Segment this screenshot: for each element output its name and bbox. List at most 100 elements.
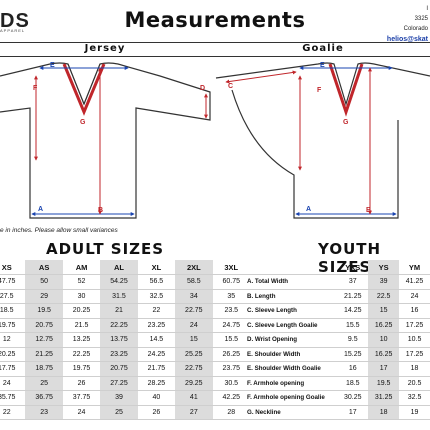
table-row: 12 12.75 13.25 13.75 14.5 15 15.5 (0, 332, 250, 348)
label-e-goalie: E (320, 62, 325, 69)
adult-cell: 39 (100, 390, 138, 406)
youth-cell: 19.5 (368, 376, 400, 391)
youth-cell: 17.25 (399, 347, 430, 362)
adult-cell: 21.5 (62, 318, 101, 333)
page-title: Measurements (124, 8, 306, 32)
youth-cell: 14.25 (337, 303, 369, 319)
table-row: A. Total Width 37 39 41.25 (246, 274, 430, 290)
label-d: D (200, 85, 205, 92)
adult-cell: 21.75 (137, 361, 176, 377)
adult-cell: 23.75 (212, 361, 250, 377)
adult-cell: 34 (175, 289, 213, 304)
youth-cell: 17 (337, 405, 369, 420)
adult-cell: 18.75 (25, 361, 63, 377)
adult-cell: 15 (175, 332, 213, 348)
table-row: E. Shoulder Width 15.25 16.25 17.25 (246, 347, 430, 362)
adult-cell: 27.5 (0, 289, 26, 304)
adult-cell: 21 (100, 303, 138, 319)
adult-cell: 30 (62, 289, 101, 304)
divider (0, 56, 430, 57)
adult-cell: 14.5 (137, 332, 176, 348)
adult-header-cell: AM (62, 260, 101, 275)
adult-header-cell: 2XL (175, 260, 213, 275)
youth-cell: 9.5 (337, 332, 369, 348)
youth-cell: 16 (399, 303, 430, 319)
adult-cell: 58.5 (175, 274, 213, 290)
adult-header-row: XS AS AM AL XL 2XL 3XL (0, 260, 250, 275)
adult-sizes-heading: ADULT SIZES (46, 240, 165, 258)
youth-cell: 19 (399, 405, 430, 420)
adult-cell: 22 (137, 303, 176, 319)
table-row: E. Shoulder Width Goalie 16 17 18 (246, 361, 430, 377)
measurement-label: E. Shoulder Width (246, 347, 338, 362)
adult-cell: 25 (25, 376, 63, 391)
adult-cell: 23.5 (212, 303, 250, 319)
adult-cell: 29.25 (175, 376, 213, 391)
label-a-goalie: A (306, 206, 311, 213)
youth-cell: 39 (368, 274, 400, 290)
youth-cell: 16.25 (368, 347, 400, 362)
label-a: A (38, 206, 43, 213)
label-f-goalie: F (317, 87, 322, 94)
adult-header-cell: 3XL (212, 260, 250, 275)
label-c-goalie: C (228, 83, 233, 90)
adult-cell: 12.75 (25, 332, 63, 348)
adult-header-cell: AS (25, 260, 63, 275)
youth-cell: 22.5 (368, 289, 400, 304)
youth-cell: 10.5 (399, 332, 430, 348)
table-row: F. Armhole opening 18.5 19.5 20.5 (246, 376, 430, 391)
adult-cell: 21.25 (25, 347, 63, 362)
label-b-goalie: B (366, 207, 371, 214)
brand-logo: DS (0, 10, 30, 32)
youth-cell: 32.5 (399, 390, 430, 406)
youth-cell: 16.25 (368, 318, 400, 333)
adult-cell: 24 (0, 376, 26, 391)
youth-cell: 15.5 (337, 318, 369, 333)
adult-cell: 26 (62, 376, 101, 391)
youth-size-table: YXS YS YM A. Total Width 37 39 41.25 B. Length 2… (246, 260, 430, 420)
adult-cell: 27.25 (100, 376, 138, 391)
adult-cell: 30.5 (212, 376, 250, 391)
label-e: E (50, 62, 55, 69)
adult-cell: 13.25 (62, 332, 101, 348)
adult-cell: 19.75 (0, 318, 26, 333)
measurement-label: D. Wrist Opening (246, 332, 338, 348)
measurement-label: E. Shoulder Width Goalie (246, 361, 338, 377)
adult-cell: 24 (62, 405, 101, 420)
adult-cell: 20.25 (62, 303, 101, 319)
adult-cell: 47.75 (0, 274, 26, 290)
adult-cell: 28 (212, 405, 250, 420)
adult-cell: 19.5 (25, 303, 63, 319)
youth-cell: 37 (337, 274, 369, 290)
measurement-label: C. Sleeve Length (246, 303, 338, 319)
measurement-label: C. Sleeve Length Goalie (246, 318, 338, 333)
adult-cell: 23.25 (137, 318, 176, 333)
contact-email[interactable]: helios@skat (386, 36, 428, 43)
youth-header-row: YXS YS YM (246, 260, 430, 275)
adult-cell: 24.25 (137, 347, 176, 362)
adult-cell: 26 (137, 405, 176, 420)
adult-cell: 37.75 (62, 390, 101, 406)
youth-cell: 15 (368, 303, 400, 319)
table-row: F. Armhole opening Goalie 30.25 31.25 32.5 (246, 390, 430, 406)
adult-cell: 42.25 (212, 390, 250, 406)
adult-cell: 35.75 (0, 390, 26, 406)
adult-cell: 54.25 (100, 274, 138, 290)
measurement-label: F. Armhole opening Goalie (246, 390, 338, 406)
adult-cell: 22.75 (175, 303, 213, 319)
adult-cell: 25.25 (175, 347, 213, 362)
table-row: 18.5 19.5 20.25 21 22 22.75 23.5 (0, 303, 250, 319)
adult-cell: 22.25 (62, 347, 101, 362)
adult-cell: 31.5 (100, 289, 138, 304)
adult-cell: 32.5 (137, 289, 176, 304)
youth-header-cell: YS (368, 260, 400, 275)
adult-cell: 22.75 (175, 361, 213, 377)
label-g: G (80, 119, 86, 126)
table-row: 27.5 29 30 31.5 32.5 34 35 (0, 289, 250, 304)
measurement-label: F. Armhole opening (246, 376, 338, 391)
youth-cell: 31.25 (368, 390, 400, 406)
adult-cell: 12 (0, 332, 26, 348)
